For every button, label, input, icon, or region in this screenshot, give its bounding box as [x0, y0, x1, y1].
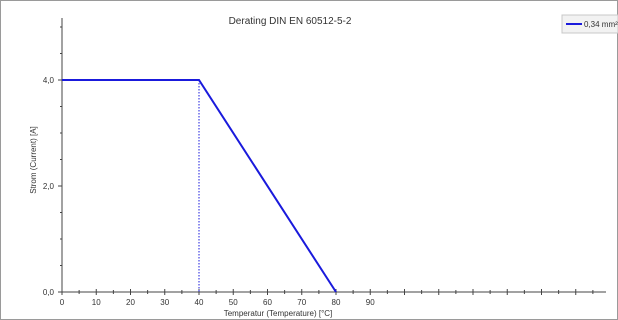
x-tick-label: 90	[366, 298, 375, 307]
x-tick-label: 0	[60, 298, 65, 307]
x-tick-label: 60	[263, 298, 272, 307]
chart-title: Derating DIN EN 60512-5-2	[229, 16, 352, 27]
series-group	[62, 79, 337, 293]
x-tick-label: 50	[229, 298, 238, 307]
y-axis-title: Strom (Current) [A]	[29, 126, 38, 194]
x-tick-label: 30	[160, 298, 169, 307]
x-tick-label: 40	[195, 298, 204, 307]
legend[interactable]: 0,34 mm²	[561, 14, 618, 34]
series-line	[62, 79, 337, 293]
x-tick-label: 80	[332, 298, 341, 307]
y-tick-label: 2,0	[43, 182, 55, 191]
x-tick-label: 20	[126, 298, 135, 307]
x-tick-label: 70	[297, 298, 306, 307]
x-axis-title: Temperatur (Temperature) [°C]	[224, 309, 333, 318]
legend-label: 0,34 mm²	[584, 20, 618, 29]
y-tick-label: 4,0	[43, 76, 55, 85]
y-tick-label: 0,0	[43, 288, 55, 297]
x-tick-label: 10	[92, 298, 101, 307]
y-axis-ticks: 0,0 2,0 4,0	[43, 26, 62, 297]
legend-box	[561, 14, 618, 34]
